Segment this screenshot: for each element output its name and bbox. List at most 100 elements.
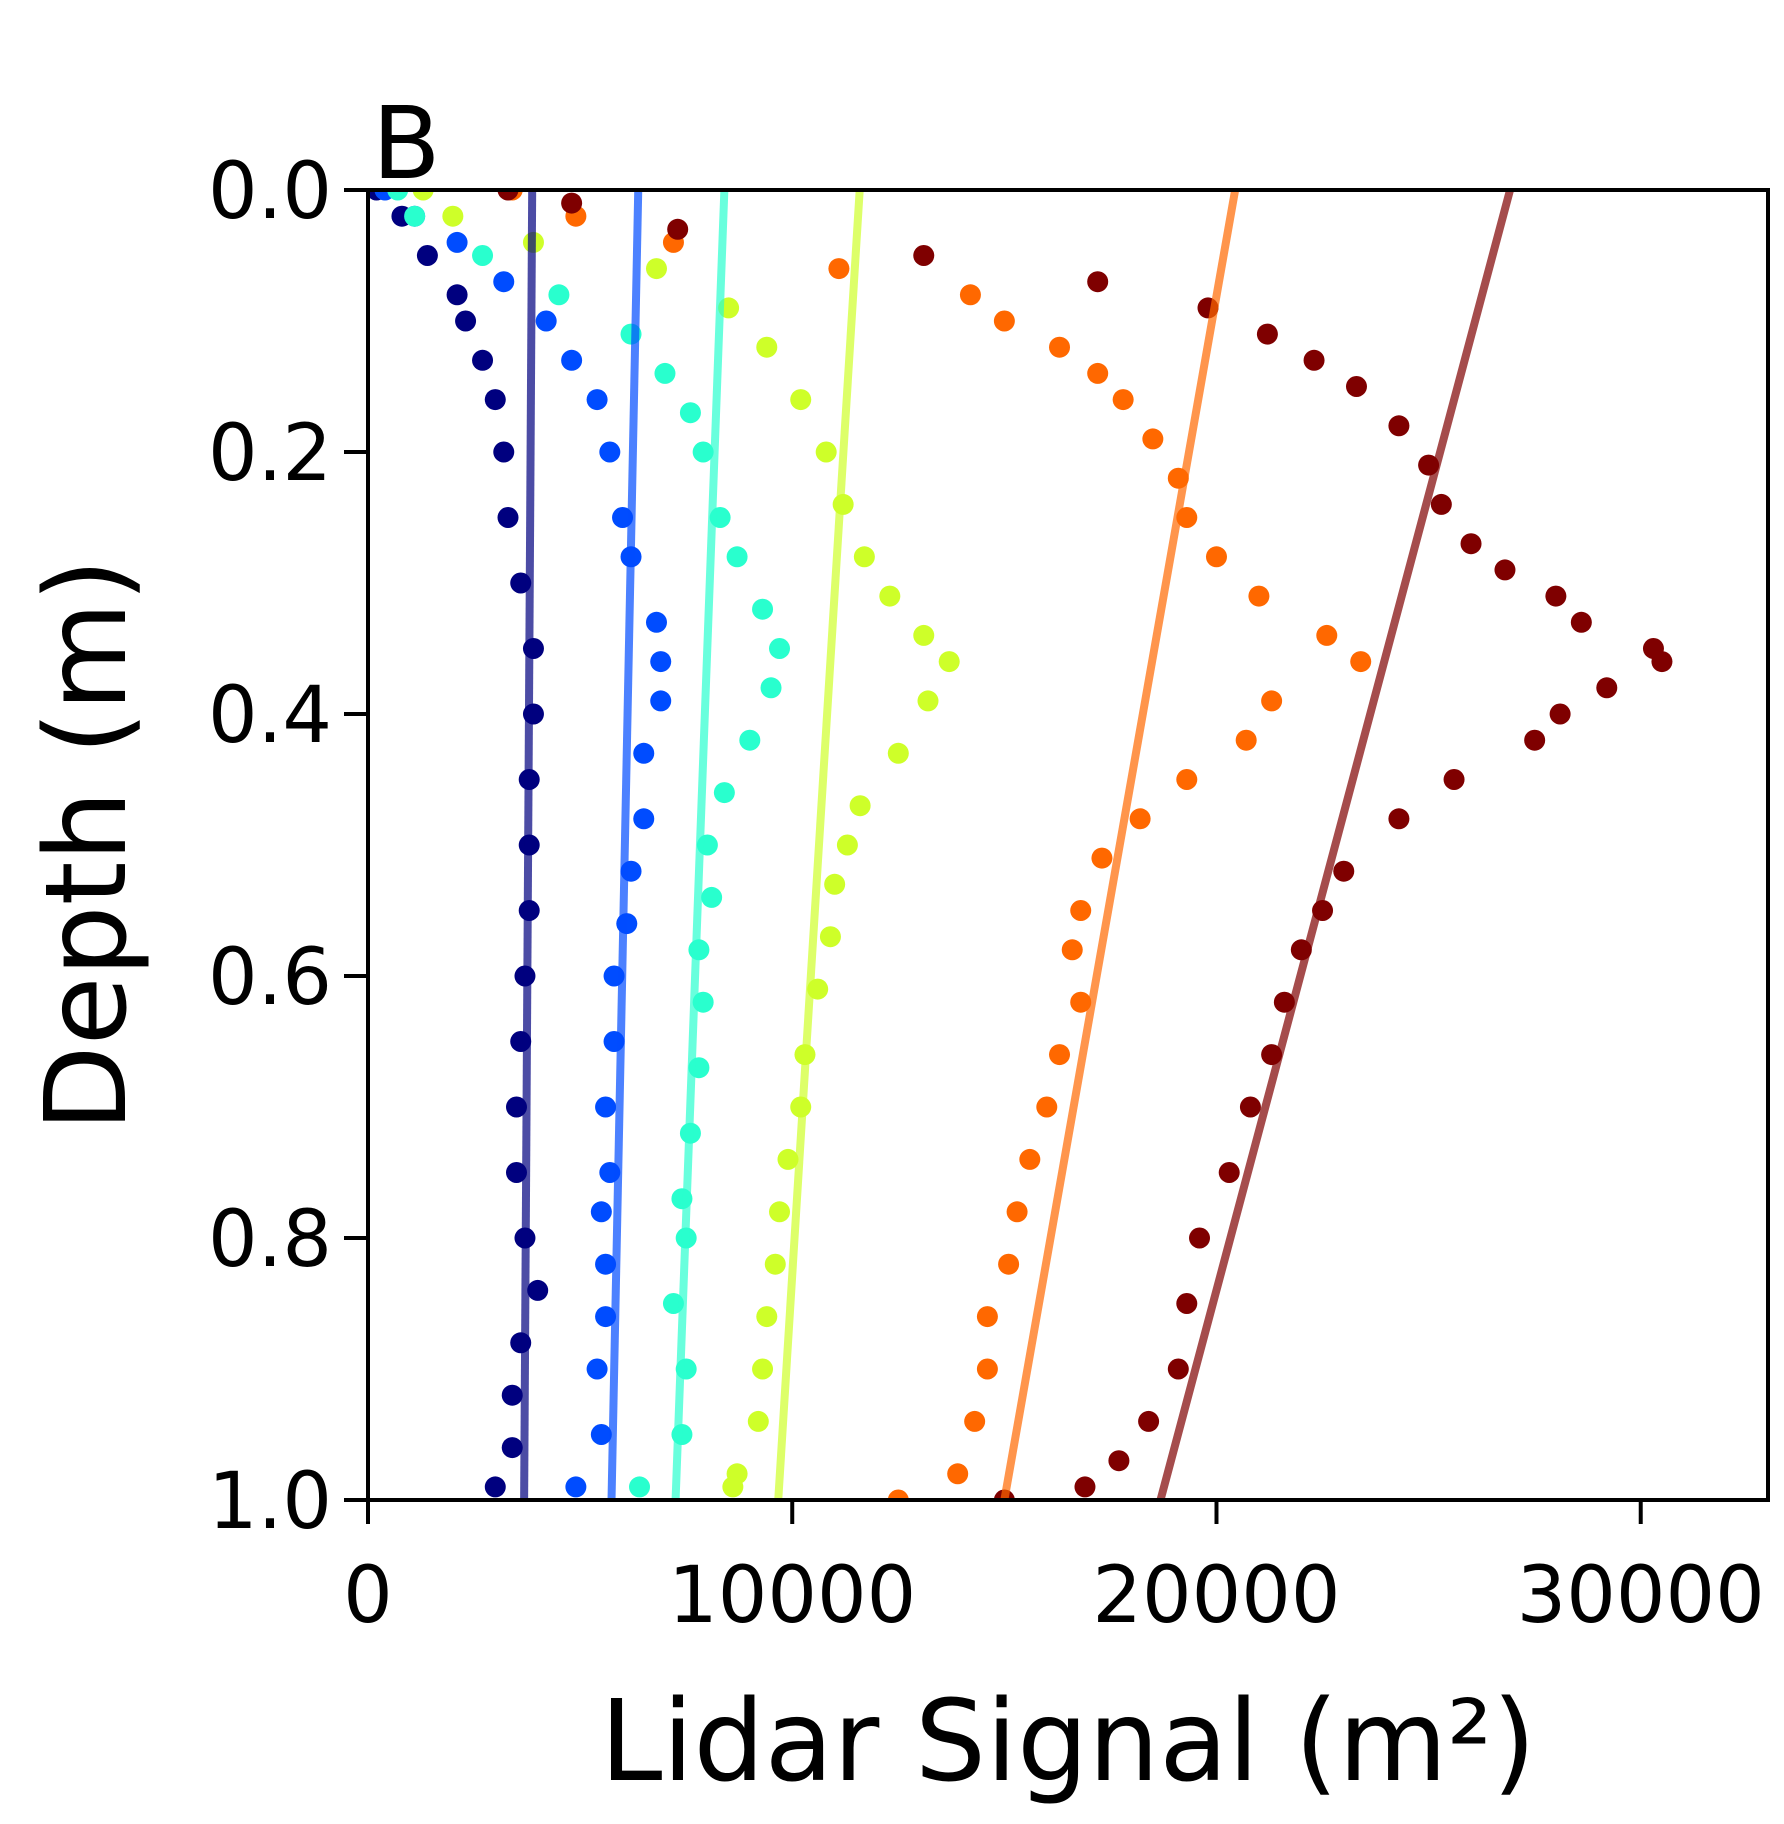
data-point xyxy=(1006,1201,1028,1223)
clipped-neighbor-label: 0 xyxy=(0,1551,4,1641)
series-2-points xyxy=(387,190,791,1498)
data-point xyxy=(913,245,935,266)
y-tick-label: 0.6 xyxy=(208,933,332,1023)
data-point xyxy=(1070,900,1092,921)
data-point xyxy=(1129,808,1151,830)
data-point xyxy=(722,1476,744,1498)
data-point xyxy=(760,677,782,699)
x-tick-label: 0 xyxy=(343,1551,393,1641)
series-0-points xyxy=(368,190,549,1498)
data-point xyxy=(692,441,714,463)
data-point xyxy=(752,1358,774,1380)
data-point xyxy=(667,218,689,240)
data-point xyxy=(561,192,583,214)
data-point xyxy=(824,873,846,895)
data-point xyxy=(1545,585,1567,607)
data-point xyxy=(590,1201,612,1223)
series-0-fit-line xyxy=(520,190,537,1500)
data-point xyxy=(777,1148,799,1170)
data-point xyxy=(1205,546,1227,568)
data-point xyxy=(1074,1476,1096,1498)
data-point xyxy=(595,1096,617,1118)
series-2-fit-line xyxy=(671,190,729,1500)
data-point xyxy=(484,1476,506,1498)
data-point xyxy=(493,441,515,463)
data-point xyxy=(1570,611,1592,633)
data-point xyxy=(472,349,494,371)
data-point xyxy=(1494,559,1516,581)
y-axis-label: Depth (m) xyxy=(22,558,152,1131)
data-point xyxy=(561,349,583,371)
data-point xyxy=(1218,1162,1240,1183)
data-point xyxy=(879,585,901,607)
x-tick-label: 30000 xyxy=(1517,1551,1765,1641)
data-point xyxy=(769,1201,791,1223)
data-point xyxy=(446,284,468,306)
data-point xyxy=(769,638,791,659)
data-point xyxy=(1138,1410,1160,1432)
data-point xyxy=(1524,729,1546,751)
data-point xyxy=(629,1476,651,1498)
data-point xyxy=(1651,651,1673,673)
data-point xyxy=(1256,323,1278,345)
data-point xyxy=(1549,703,1571,725)
data-point xyxy=(650,690,672,712)
y-tick-label: 0.8 xyxy=(208,1195,332,1285)
data-point xyxy=(790,389,812,411)
data-point xyxy=(836,834,858,856)
data-point xyxy=(1388,415,1410,437)
data-point xyxy=(497,190,519,201)
data-point xyxy=(501,1384,523,1406)
data-point xyxy=(993,310,1015,332)
data-point xyxy=(739,729,761,751)
y-tick-label: 0.4 xyxy=(208,671,332,761)
data-point xyxy=(1316,624,1338,646)
data-point xyxy=(590,1424,612,1445)
data-point xyxy=(1070,991,1092,1013)
data-point xyxy=(1460,533,1482,555)
data-point xyxy=(828,258,850,280)
y-tick-label: 0.0 xyxy=(208,147,332,237)
data-point xyxy=(472,245,494,266)
data-point xyxy=(633,808,655,830)
data-point xyxy=(938,651,960,673)
data-point xyxy=(527,1279,549,1301)
data-point xyxy=(726,546,748,568)
data-point xyxy=(1112,389,1134,411)
data-point xyxy=(1248,585,1270,607)
data-point xyxy=(849,795,871,817)
data-point xyxy=(1333,860,1355,882)
data-point xyxy=(1019,1148,1041,1170)
data-point xyxy=(1176,769,1198,790)
data-point xyxy=(416,245,438,266)
data-point xyxy=(1087,362,1109,384)
data-point xyxy=(654,362,676,384)
data-point xyxy=(1189,1227,1211,1249)
series-5-points xyxy=(497,190,1673,1500)
data-point xyxy=(947,1463,969,1485)
data-point xyxy=(1261,690,1283,712)
y-tick-label: 0.2 xyxy=(208,409,332,499)
data-point xyxy=(713,782,735,804)
data-point xyxy=(484,389,506,411)
data-point xyxy=(493,271,515,293)
data-point xyxy=(505,1162,527,1183)
data-point xyxy=(887,742,909,764)
data-point xyxy=(913,624,935,646)
data-point xyxy=(917,690,939,712)
data-point xyxy=(819,926,841,948)
series-1-fit-line xyxy=(607,190,643,1500)
data-point xyxy=(565,1476,587,1498)
data-point xyxy=(595,1253,617,1275)
data-point xyxy=(446,231,468,253)
data-point xyxy=(497,507,519,528)
x-axis-label: Lidar Signal (m²) xyxy=(600,1677,1536,1807)
data-point xyxy=(756,336,778,358)
data-point xyxy=(1443,769,1465,790)
data-point xyxy=(1049,1044,1071,1066)
data-point xyxy=(1036,1096,1058,1118)
data-point xyxy=(1049,336,1071,358)
data-point xyxy=(853,546,875,568)
data-point xyxy=(1167,1358,1189,1380)
data-point xyxy=(764,1253,786,1275)
